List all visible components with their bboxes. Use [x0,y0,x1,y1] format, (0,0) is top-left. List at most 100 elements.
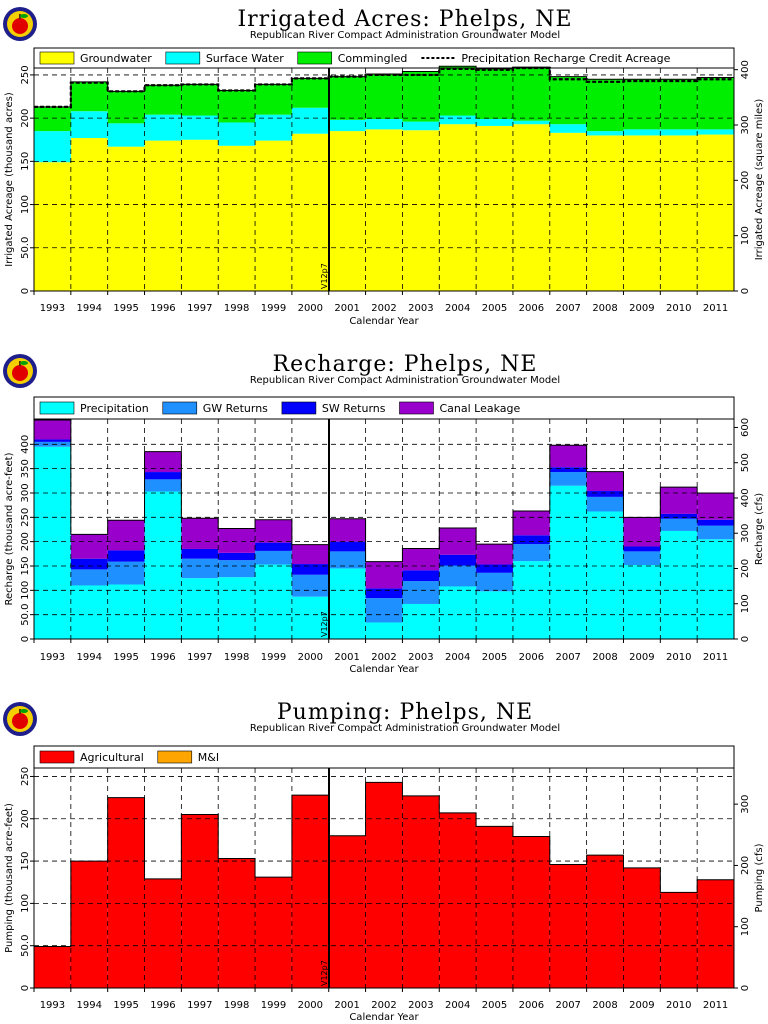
bar-segment [623,135,661,291]
marker-label: V12p7 [320,263,329,289]
legend-label: Groundwater [80,52,152,65]
bar-segment [549,124,587,133]
series-gw-returns [34,441,734,623]
bar-segment [144,878,182,988]
x-tick-label: 1994 [77,303,102,314]
legend-label: Canal Leakage [440,402,521,415]
y-axis-label: Pumping (thousand acre-feet) [4,803,15,953]
bar-segment [512,124,550,292]
x-tick-label: 2007 [555,303,580,314]
bar-segment [476,572,513,592]
bar-segment [291,574,329,597]
chart-title: Pumping: Phelps, NE [277,700,533,725]
precipitation-credit-line [34,66,734,108]
bar-segment [697,879,734,988]
y2-tick-label: 500 [740,453,751,472]
plot-frame [33,418,735,640]
x-tick-label: 2007 [555,652,580,663]
y2-tick-label: 300 [740,115,751,134]
y-tick-label: 200 [20,809,31,828]
series-precipitation [34,446,734,639]
y2-tick-label: 0 [740,636,751,642]
bar-segment [660,487,698,514]
bar-segment [439,124,477,292]
x-axis-label: Calendar Year [349,1012,419,1023]
y2-tick-label: 100 [740,594,751,613]
bar-segment [402,570,440,582]
bar-segment [365,622,403,639]
bar-segment [697,129,734,135]
bar-segment [512,561,550,639]
y2-tick-label: 100 [740,917,751,936]
x-tick-label: 1994 [77,652,102,663]
plot-frame [33,67,735,292]
series-agricultural [34,782,734,988]
y2-tick-label: 600 [740,418,751,437]
bar-segment [107,520,145,551]
y-tick-label: 300 [20,483,31,502]
y2-tick-label: 200 [740,171,751,190]
bar-segment [512,544,550,562]
bar-segment [402,603,440,639]
y2-tick-label: 0 [740,985,751,991]
bar-segment [402,581,440,604]
bar-segment [586,491,624,497]
bar-segment [107,561,145,585]
x-tick-label: 2011 [703,652,728,663]
bar-segment [365,74,403,119]
bar-segment [328,76,366,120]
y-tick-label: 150 [20,556,31,575]
bar-segment [70,585,108,639]
bar-segment [34,419,71,440]
bar-segment [476,118,513,126]
chart-title: Irrigated Acres: Phelps, NE [237,7,572,32]
apple-logo-icon [3,702,37,736]
bar-segment [328,119,366,132]
x-tick-label: 1995 [113,652,138,663]
legend-label: Agricultural [80,751,144,764]
bar-segment [107,123,145,147]
bar-segment [623,129,661,136]
bar-segment [144,491,182,639]
legend-swatch [165,51,201,65]
y-tick-label: 100 [20,581,31,600]
bar-segment [218,560,256,578]
bar-segment [34,131,71,163]
y2-tick-label: 400 [740,488,751,507]
bar-segment [623,867,661,988]
bar-segment [660,892,698,988]
x-tick-label: 2001 [334,652,359,663]
bar-segment [107,797,145,988]
bar-segment [181,558,219,579]
y2-tick-label: 200 [740,856,751,875]
legend: Precipitation GW Returns SW Returns Canal L… [33,396,735,420]
bar-segment [70,569,108,586]
bar-segment [586,79,624,132]
bar-segment [549,485,587,639]
bar-segment [328,551,366,569]
y2-tick-label: 200 [740,559,751,578]
legend-swatch [39,51,75,65]
bar-segment [365,598,403,623]
x-tick-label: 1993 [40,303,65,314]
bar-segment [623,517,661,547]
bar-segment [218,145,256,291]
y-tick-label: 100 [20,894,31,913]
x-tick-label: 2006 [519,652,544,663]
x-tick-label: 1995 [113,1000,138,1011]
bar-segment [181,548,219,559]
y-tick-label: 250 [20,508,31,527]
bar-segment [255,550,292,565]
x-tick-label: 1993 [40,652,65,663]
marker-label: V12p7 [320,611,329,637]
bar-segment [402,121,440,131]
bar-segment [623,565,661,639]
bar-segment [291,596,329,639]
bar-segment [623,551,661,566]
bar-segment [255,114,292,141]
x-tick-label: 1993 [40,1000,65,1011]
bar-segment [291,544,329,565]
chart-subtitle: Republican River Compact Administration … [250,375,560,386]
y2-tick-label: 300 [740,795,751,814]
